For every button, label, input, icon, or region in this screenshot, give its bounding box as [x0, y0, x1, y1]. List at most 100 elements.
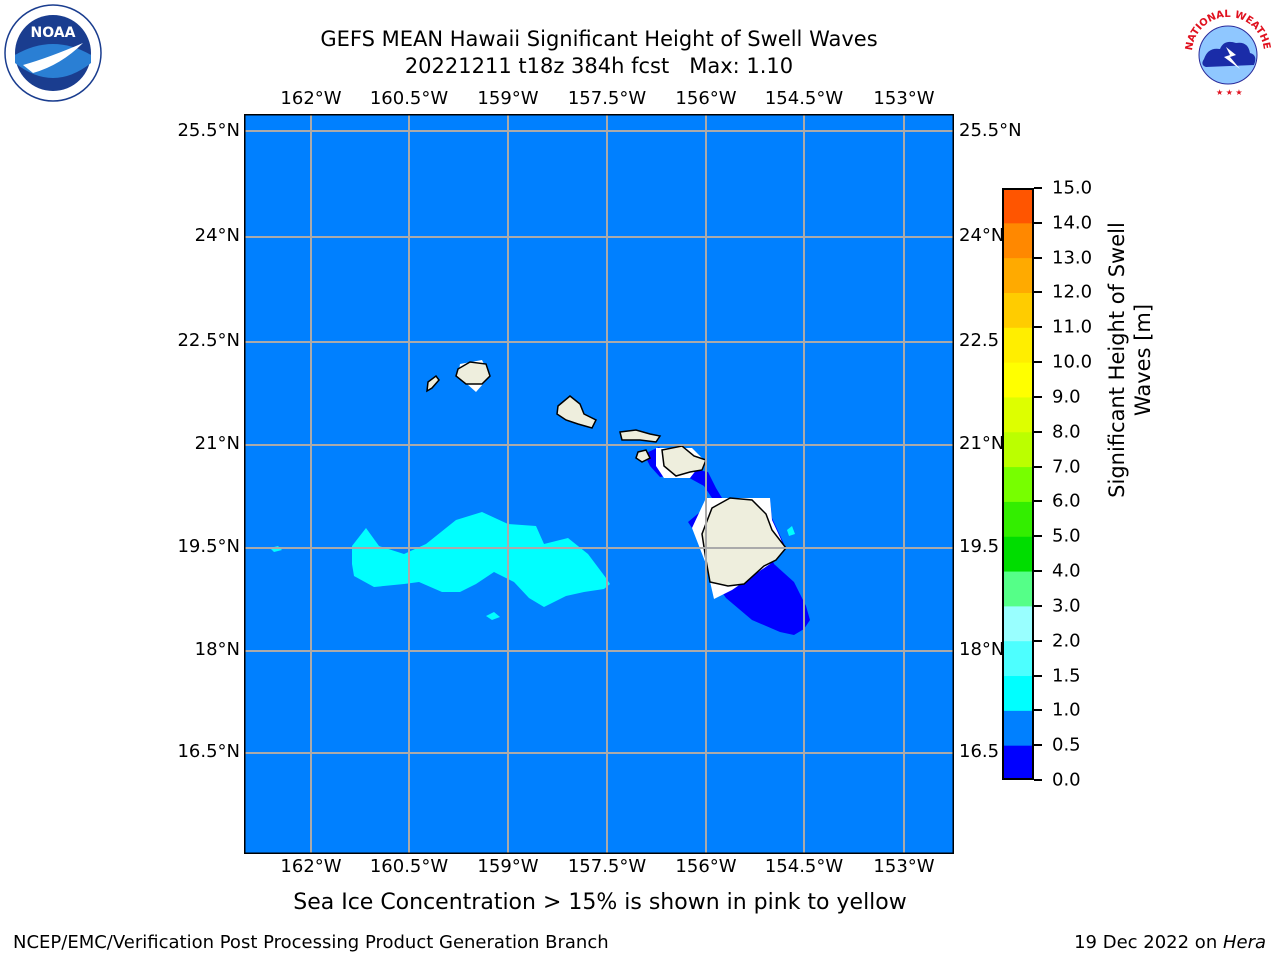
chart-subtitle: 20221211 t18z 384h fcst Max: 1.10 [404, 54, 794, 78]
colorbar-tick-label: 1.5 [1052, 665, 1081, 687]
island-molokai [619, 429, 662, 443]
colorbar-tick-label: 9.0 [1052, 386, 1081, 408]
lon-tick-bottom: 157.5°W [567, 856, 647, 877]
ocean-background [244, 114, 954, 854]
colorbar-tick-label: 15.0 [1052, 177, 1093, 199]
map-svg [243, 113, 955, 855]
colorbar-tick-label: 8.0 [1052, 421, 1081, 443]
colorbar-tick-mark [1034, 639, 1042, 642]
lon-tick-bottom: 156°W [675, 856, 737, 877]
lon-tick-top: 157.5°W [567, 88, 647, 109]
lon-tick-bottom: 153°W [873, 856, 935, 877]
lon-tick-top: 153°W [873, 88, 935, 109]
colorbar-tick-mark [1034, 326, 1042, 329]
nws-logo: NATIONAL WEATHER SERVICE ★ ★ ★ [1174, 0, 1278, 103]
colorbar-tick-label: 6.0 [1052, 490, 1081, 512]
map-grid [244, 114, 954, 854]
lat-tick-left: 18°N [194, 639, 240, 660]
colorbar-tick-label: 10.0 [1052, 351, 1093, 373]
colorbar-tick-mark [1034, 570, 1042, 573]
island-kauai [455, 361, 491, 385]
colorbar-tick-mark [1034, 256, 1042, 259]
lon-tick-bottom: 159°W [477, 856, 539, 877]
colorbar-segment [1002, 710, 1034, 746]
island-oahu [556, 395, 598, 429]
colorbar-segment [1002, 362, 1034, 398]
lon-tick-top: 159°W [477, 88, 539, 109]
lon-tick-top: 156°W [675, 88, 737, 109]
colorbar-tick-mark [1034, 291, 1042, 294]
colorbar-segment [1002, 605, 1034, 642]
colorbar-tick-mark [1034, 709, 1042, 712]
colorbar-tick-mark [1034, 221, 1042, 224]
colorbar-segment [1002, 292, 1034, 328]
colorbar-tick-label: 4.0 [1052, 560, 1081, 582]
sea-ice-note-text: Sea Ice Concentration > 15% is shown in … [293, 890, 907, 915]
lat-tick-right: 24°N [959, 225, 1005, 246]
star-icon: ★ ★ ★ [1216, 88, 1243, 97]
colorbar-tick-label: 11.0 [1052, 316, 1093, 338]
lon-tick-bottom: 154.5°W [764, 856, 844, 877]
lat-tick-left: 24°N [194, 225, 240, 246]
lat-tick-left: 21°N [194, 433, 240, 454]
colorbar-tick-label: 7.0 [1052, 456, 1081, 478]
colorbar-tick-label: 0.5 [1052, 734, 1081, 756]
nws-logo-icon: NATIONAL WEATHER SERVICE ★ ★ ★ [1174, 0, 1276, 101]
colorbar-segment [1002, 675, 1034, 711]
lon-tick-top: 154.5°W [764, 88, 844, 109]
colorbar-title-line2: Waves [m] [1131, 303, 1155, 417]
lat-tick-right: 22.5 [959, 330, 1000, 351]
lat-tick-right: 21°N [959, 433, 1005, 454]
noaa-logo-icon: NOAA [4, 4, 102, 102]
colorbar-tick-mark [1034, 674, 1042, 677]
colorbar-segment [1002, 396, 1034, 433]
colorbar-tick-mark [1034, 604, 1042, 607]
colorbar-tick-mark [1034, 430, 1042, 433]
swell-region-1-1.5m [486, 612, 500, 620]
noaa-logo: NOAA [3, 3, 103, 103]
lat-tick-right: 16.5 [959, 741, 1000, 762]
colorbar-tick-label: 3.0 [1052, 595, 1081, 617]
colorbar-frame [1002, 188, 1034, 780]
colorbar-segment [1002, 222, 1034, 259]
colorbar-tick-mark [1034, 535, 1042, 538]
colorbar-segment [1002, 257, 1034, 293]
footer-date: 19 Dec 2022 on Hera [1074, 932, 1266, 953]
colorbar-tick-mark [1034, 779, 1042, 781]
lon-tick-bottom: 160.5°W [369, 856, 449, 877]
colorbar-svg [1002, 188, 1034, 781]
lat-tick-left: 25.5°N [177, 120, 240, 141]
colorbar-segment [1002, 571, 1034, 607]
colorbar-segment [1002, 188, 1034, 224]
colorbar-tick-mark [1034, 187, 1042, 189]
swell-region-1-1.5m [787, 526, 795, 536]
colorbar-segment [1002, 745, 1034, 781]
colorbar-tick-mark [1034, 465, 1042, 468]
colorbar-segment [1002, 466, 1034, 502]
colorbar-tick-label: 5.0 [1052, 525, 1081, 547]
chart-title: GEFS MEAN Hawaii Significant Height of S… [320, 27, 878, 51]
footer-branch: NCEP/EMC/Verification Post Processing Pr… [13, 932, 609, 953]
colorbar-tick-label: 1.0 [1052, 699, 1081, 721]
footer-date-text: 19 Dec 2022 on [1074, 932, 1223, 953]
island-lanai [635, 449, 652, 463]
map-frame [243, 113, 955, 855]
lat-tick-left: 16.5°N [177, 741, 240, 762]
colorbar-tick-mark [1034, 361, 1042, 364]
sea-ice-note: Sea Ice Concentration > 15% is shown in … [0, 890, 1280, 915]
lon-tick-bottom: 162°W [280, 856, 342, 877]
lon-tick-top: 160.5°W [369, 88, 449, 109]
colorbar-segment [1002, 431, 1034, 468]
colorbar-tick-mark [1034, 500, 1042, 503]
colorbar [1002, 188, 1034, 781]
lon-tick-top: 162°W [280, 88, 342, 109]
colorbar-tick-label: 2.0 [1052, 630, 1081, 652]
swell-region-1-1.5m [352, 512, 610, 607]
lat-tick-right: 19.5 [959, 536, 1000, 557]
map-panel [243, 113, 955, 855]
colorbar-tick-mark [1034, 395, 1042, 398]
colorbar-tick-label: 13.0 [1052, 247, 1093, 269]
colorbar-tick-label: 14.0 [1052, 212, 1093, 234]
lat-tick-left: 22.5°N [177, 330, 240, 351]
island-maui [661, 445, 707, 477]
